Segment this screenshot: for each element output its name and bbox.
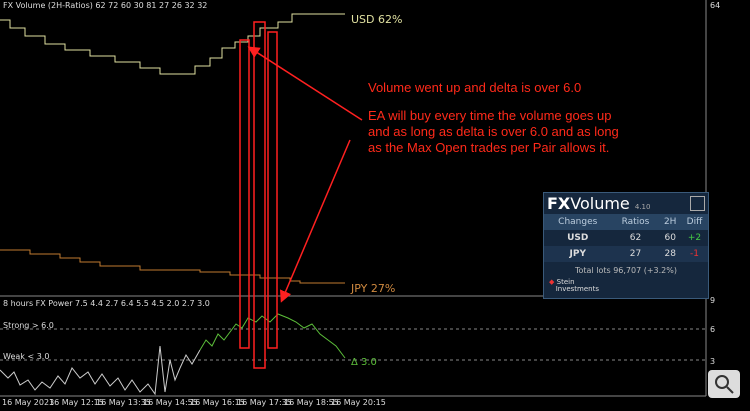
header: Changes: [558, 217, 598, 227]
zoom-icon: [726, 386, 734, 394]
highlight-box: [239, 39, 250, 349]
highlight-box: [253, 21, 266, 369]
logo-text: Stein: [556, 278, 575, 286]
time-label: 16 May 20:15: [331, 398, 386, 407]
zoom-button[interactable]: [708, 370, 740, 398]
logo: ◆ Stein Investments: [549, 278, 599, 293]
time-label: 16 May 13:35: [96, 398, 151, 407]
version: 4.10: [634, 203, 651, 211]
brand-volume: Volume: [570, 194, 630, 213]
cell: 28: [664, 249, 676, 259]
footer: Total lots 96,707 (+3.2%): [575, 265, 677, 275]
brand-fx: FX: [547, 194, 571, 213]
cell: +2: [687, 233, 702, 243]
annotation-line: and as long as delta is over 6.0 and as …: [368, 124, 619, 139]
time-label: 16 May 16:15: [190, 398, 245, 407]
widget-table: Changes Ratios 2H Diff USD 62 60 +2 JPY 27 28 -1 …: [544, 214, 708, 278]
zoom-icon: [715, 375, 729, 389]
time-label: 16 May 18:55: [284, 398, 339, 407]
axis-label: 6: [710, 325, 716, 334]
power-line: [199, 313, 346, 359]
header: Ratios: [621, 217, 650, 227]
fx-volume-widget: FXVolume 4.10 Changes Ratios 2H Diff USD 62 6…: [543, 192, 709, 299]
time-label: 16 May 2023: [2, 398, 55, 407]
time-label: 16 May 12:15: [49, 398, 104, 407]
annotation-body: EA will buy every time the volume goes u…: [368, 108, 619, 156]
annotation-line: as the Max Open trades per Pair allows i…: [368, 140, 610, 155]
top-title: FX Volume (2H-Ratios) 62 72 60 30 81 27 …: [3, 1, 208, 10]
header: 2H: [663, 217, 677, 227]
usd-label: USD 62%: [351, 13, 403, 26]
annotation-headline: Volume went up and delta is over 6.0: [368, 80, 582, 95]
time-label: 16 May 14:55: [143, 398, 198, 407]
arrow: [279, 139, 351, 303]
jpy-line: [0, 249, 345, 284]
annotation-line: EA will buy every time the volume goes u…: [368, 108, 612, 123]
cell: 60: [664, 233, 676, 243]
chart-icon[interactable]: [690, 196, 705, 211]
bottom-title: 8 hours FX Power 7.5 4.4 2.7 6.4 5.5 4.5…: [3, 299, 210, 308]
axis-label: 9: [710, 296, 716, 305]
cell: 62: [629, 233, 642, 243]
strong-label: Strong > 6.0: [3, 321, 54, 330]
header: Diff: [686, 217, 703, 227]
logo-text: Investments: [555, 285, 599, 293]
axis-label: 3: [710, 357, 716, 366]
highlight-box: [267, 31, 278, 349]
cell: 27: [629, 249, 642, 259]
cell: JPY: [569, 249, 586, 259]
arrow: [247, 46, 363, 121]
brand: FXVolume 4.10: [547, 194, 650, 213]
axis-label: 64: [710, 1, 721, 10]
usd-line: [0, 13, 345, 75]
time-label: 16 May 17:35: [237, 398, 292, 407]
power-history: [0, 345, 201, 396]
cell: -1: [690, 249, 699, 259]
cell: USD: [567, 233, 589, 243]
current-label: Δ 3.0: [351, 357, 377, 368]
jpy-label: JPY 27%: [351, 282, 396, 295]
weak-label: Weak < 3.0: [3, 352, 50, 361]
